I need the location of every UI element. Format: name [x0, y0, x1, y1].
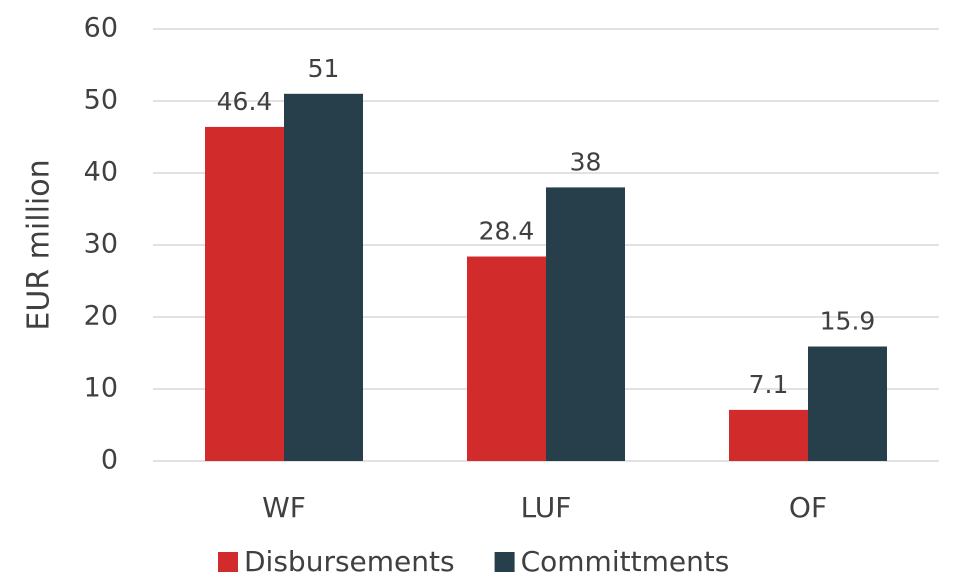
value-label: 15.9	[820, 307, 876, 336]
legend-label: Disbursements	[244, 545, 455, 578]
value-label: 7.1	[749, 370, 789, 399]
bar	[729, 409, 808, 461]
y-tick-label: 20	[84, 301, 118, 332]
x-tick-label: WF	[262, 491, 306, 524]
bar	[808, 346, 887, 461]
value-label: 38	[570, 147, 602, 176]
bar	[467, 256, 546, 461]
legend-swatch	[494, 552, 515, 572]
y-tick-label: 10	[84, 373, 118, 404]
y-tick-label: 30	[84, 229, 118, 260]
legend-label: Committments	[521, 545, 730, 578]
y-tick-label: 60	[84, 13, 118, 44]
bar	[284, 93, 363, 462]
value-label: 51	[308, 54, 340, 83]
bar	[546, 187, 625, 461]
bar	[205, 126, 284, 462]
y-tick-label: 40	[84, 157, 118, 188]
value-label: 46.4	[217, 87, 273, 116]
x-tick-label: LUF	[521, 491, 572, 524]
y-axis-label: EUR million	[22, 159, 57, 330]
x-tick-label: OF	[789, 491, 827, 524]
value-label: 28.4	[479, 217, 535, 246]
legend-swatch	[218, 552, 238, 572]
y-tick-label: 50	[84, 85, 118, 116]
y-tick-label: 0	[101, 445, 118, 476]
